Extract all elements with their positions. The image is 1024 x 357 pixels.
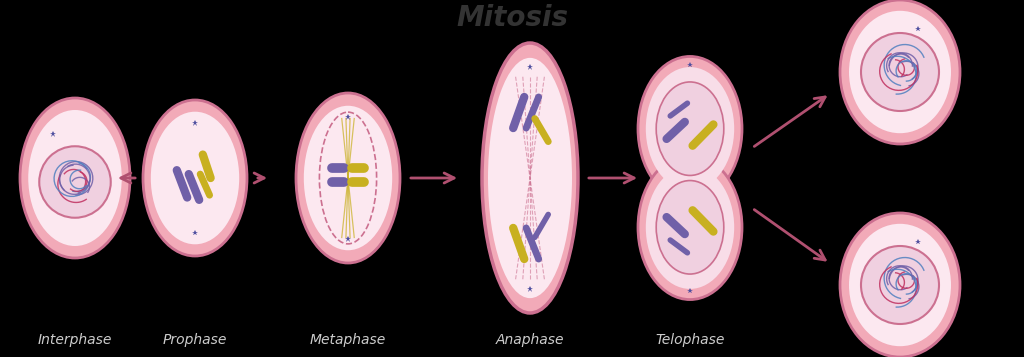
Text: Metaphase: Metaphase: [310, 333, 386, 347]
Ellipse shape: [20, 98, 130, 258]
Text: Anaphase: Anaphase: [496, 333, 564, 347]
Ellipse shape: [849, 224, 951, 346]
Ellipse shape: [488, 58, 572, 298]
Text: Prophase: Prophase: [163, 333, 227, 347]
Ellipse shape: [143, 100, 247, 256]
Ellipse shape: [656, 181, 724, 274]
Ellipse shape: [29, 110, 122, 246]
Circle shape: [861, 33, 939, 111]
Text: Interphase: Interphase: [38, 333, 113, 347]
Ellipse shape: [840, 213, 961, 357]
Ellipse shape: [296, 93, 400, 263]
Ellipse shape: [840, 0, 961, 144]
Ellipse shape: [482, 43, 578, 313]
Ellipse shape: [638, 155, 742, 300]
Circle shape: [861, 246, 939, 324]
Ellipse shape: [656, 82, 724, 175]
Ellipse shape: [849, 11, 951, 133]
Ellipse shape: [304, 106, 392, 250]
Text: Telophase: Telophase: [655, 333, 725, 347]
Ellipse shape: [646, 166, 734, 289]
Ellipse shape: [646, 67, 734, 190]
Ellipse shape: [151, 112, 240, 244]
Text: Mitosis: Mitosis: [456, 4, 568, 32]
Ellipse shape: [638, 56, 742, 201]
Circle shape: [39, 146, 111, 218]
